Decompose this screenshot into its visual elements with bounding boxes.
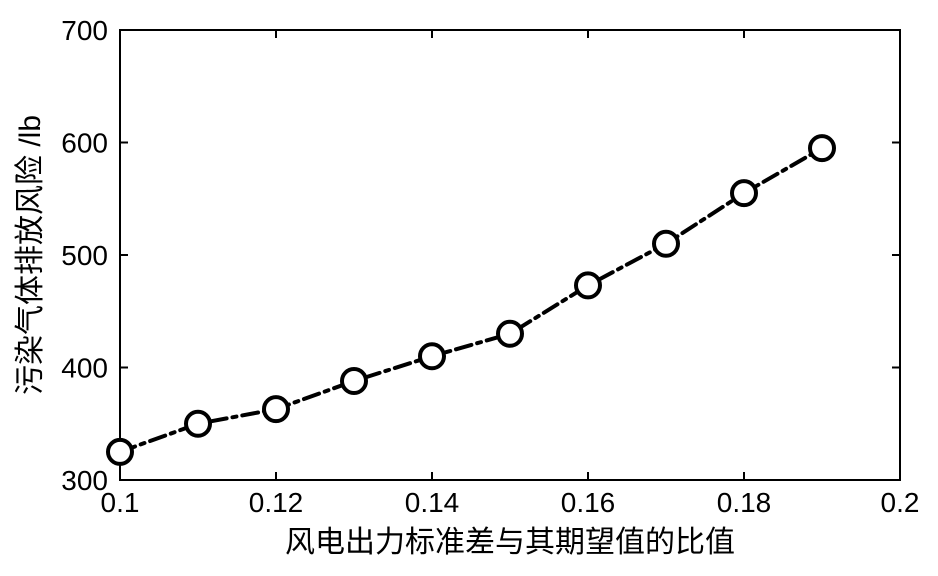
data-marker	[654, 232, 678, 256]
data-marker	[732, 181, 756, 205]
line-chart: 0.10.120.140.160.180.2300400500600700风电出…	[0, 0, 938, 576]
y-tick-label: 400	[61, 353, 108, 384]
data-marker	[810, 136, 834, 160]
y-tick-label: 700	[61, 15, 108, 46]
data-marker	[264, 397, 288, 421]
x-tick-label: 0.2	[881, 487, 920, 518]
y-axis-label: 污染气体排放风险 /lb	[14, 115, 47, 395]
y-tick-label: 500	[61, 240, 108, 271]
y-tick-label: 300	[61, 465, 108, 496]
x-tick-label: 0.18	[717, 487, 772, 518]
data-marker	[498, 322, 522, 346]
x-tick-label: 0.12	[249, 487, 304, 518]
x-axis-label: 风电出力标准差与其期望值的比值	[285, 526, 735, 559]
plot-border	[120, 30, 900, 480]
x-tick-label: 0.14	[405, 487, 460, 518]
data-marker	[420, 344, 444, 368]
data-marker	[576, 273, 600, 297]
data-marker	[342, 369, 366, 393]
chart-container: 0.10.120.140.160.180.2300400500600700风电出…	[0, 0, 938, 576]
data-line	[120, 148, 822, 452]
y-tick-label: 600	[61, 128, 108, 159]
data-marker	[186, 412, 210, 436]
data-marker	[108, 440, 132, 464]
x-tick-label: 0.16	[561, 487, 616, 518]
